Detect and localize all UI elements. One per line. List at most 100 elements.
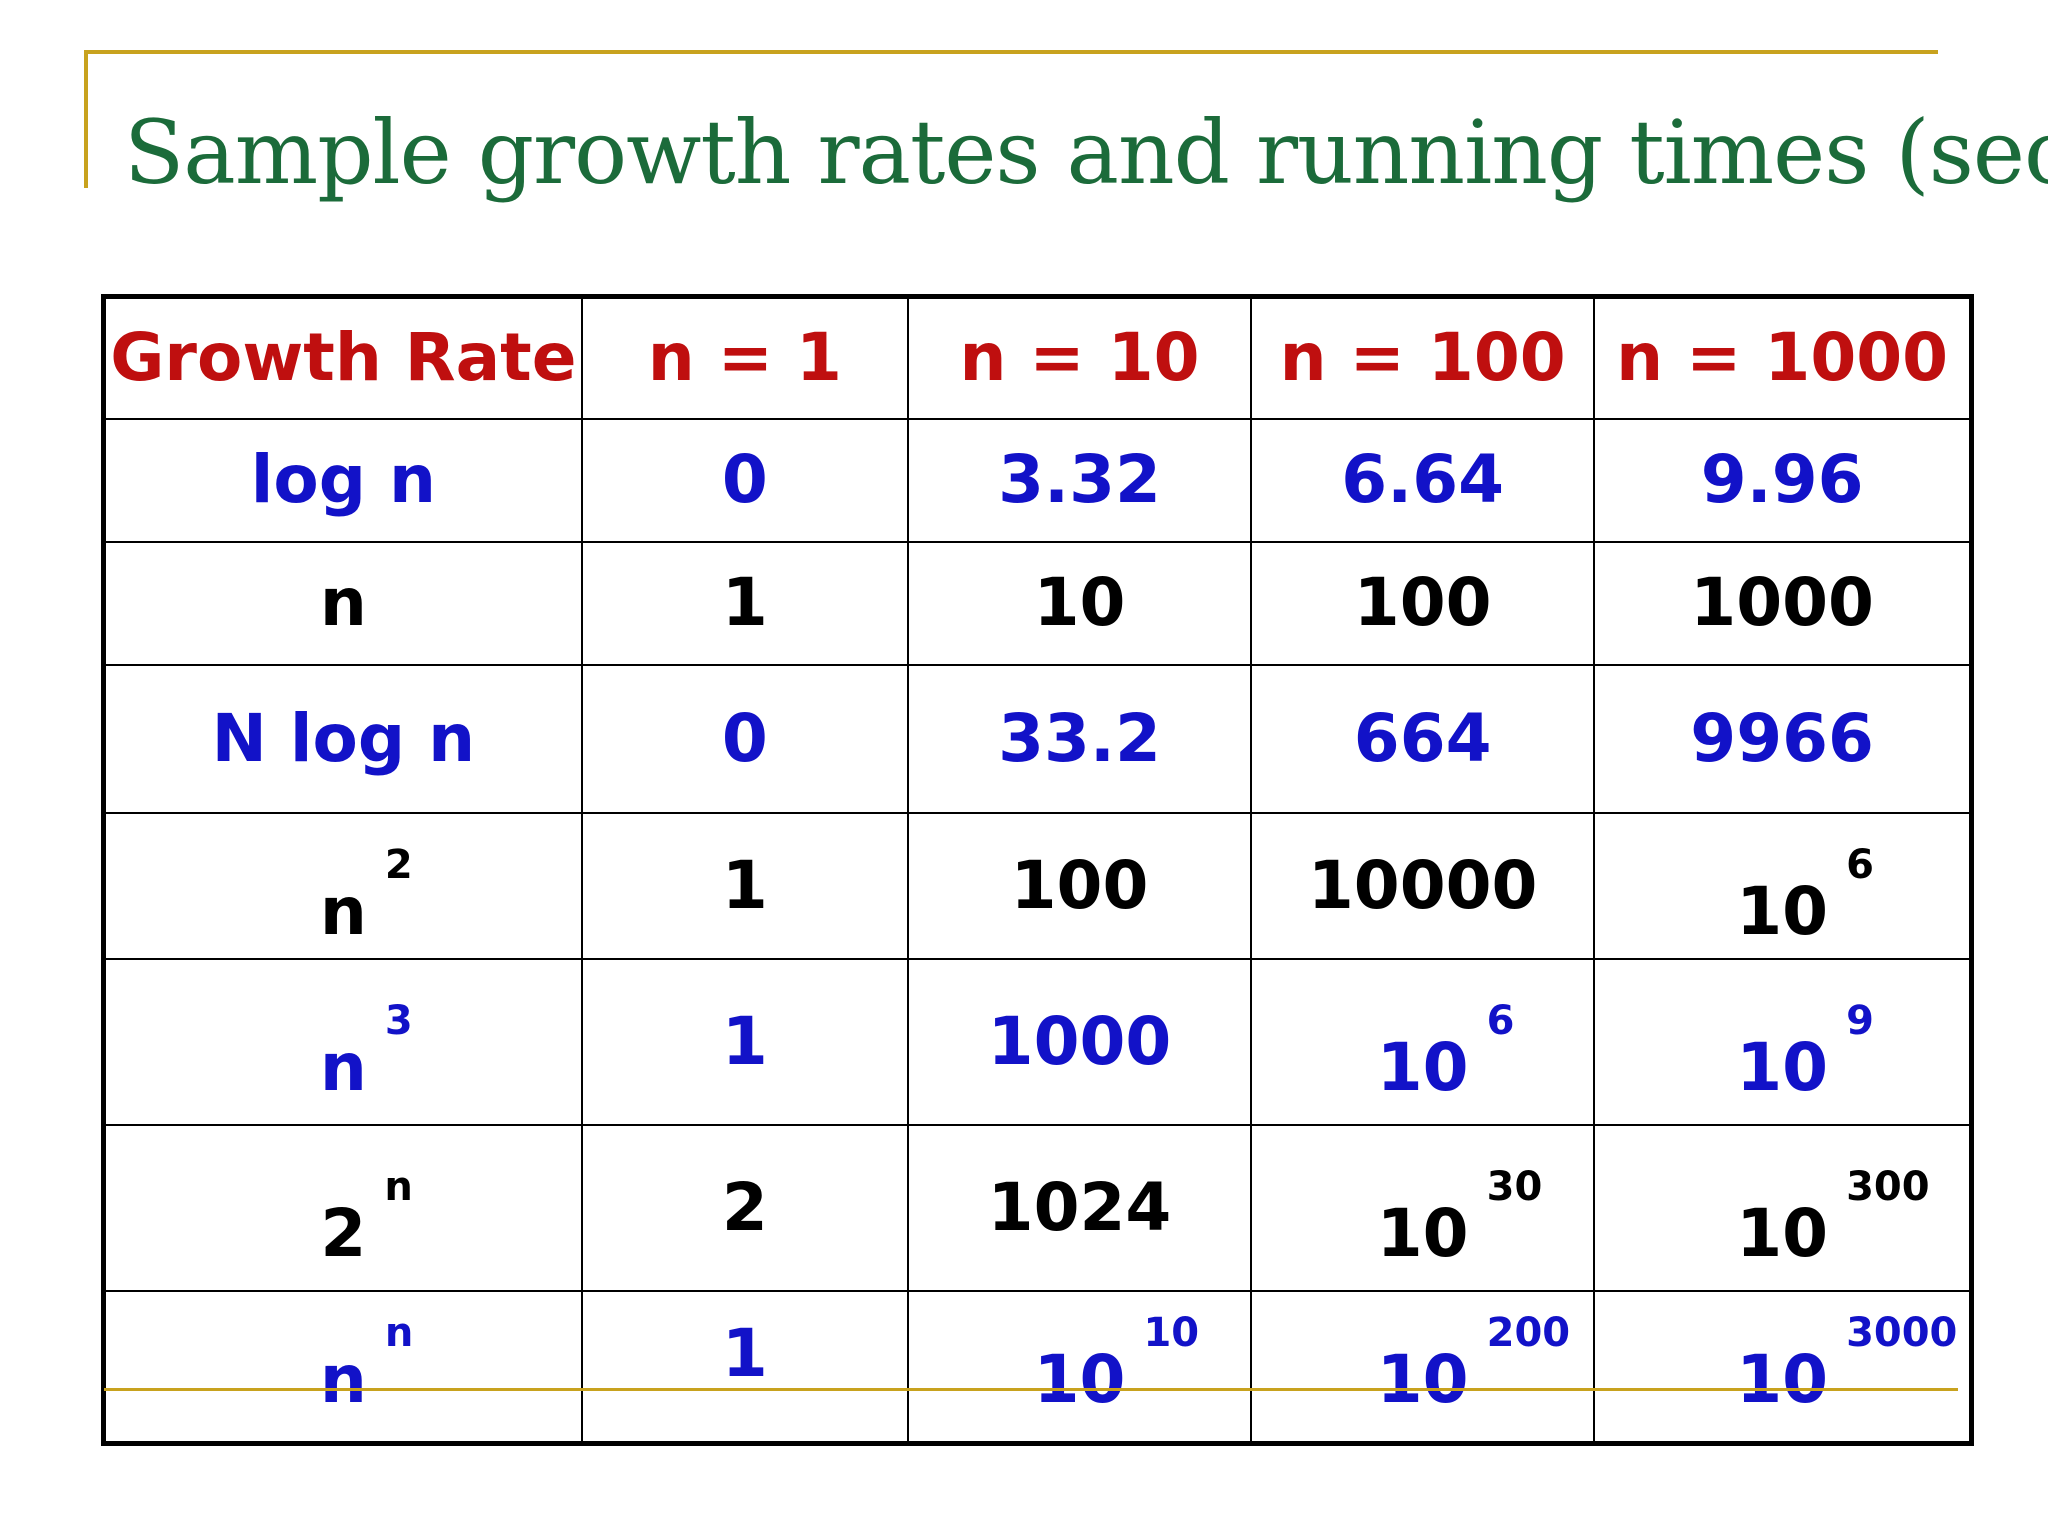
cell-n-10: 10 <box>906 540 1253 666</box>
cell-n-1000: 10 9 <box>1593 957 1973 1126</box>
cell-base: 0 <box>721 699 768 777</box>
header-n-100: n = 100 <box>1250 295 1596 420</box>
cell-n-1: 1 <box>580 540 909 666</box>
cell-n-1000: 9966 <box>1593 663 1973 814</box>
cell-n-100: 664 <box>1250 663 1596 814</box>
cell-n-10: 1000 <box>906 957 1253 1126</box>
cell-base: n <box>319 872 367 950</box>
cell-base: 100 <box>1010 846 1149 924</box>
cell-base: n <box>319 564 367 641</box>
growth-rate-label: n <box>102 540 583 666</box>
cell-base: log n <box>250 441 436 518</box>
cell-exponent: 30 <box>1486 1163 1543 1210</box>
cell-base: n <box>319 1028 367 1106</box>
growth-rate-table: Growth Rate n = 1 n = 10 n = 100 n = 100… <box>101 294 1974 1446</box>
cell-n-1000: 10 6 <box>1593 811 1973 960</box>
cell-exponent: 3000 <box>1846 1310 1958 1357</box>
cell-base: 10 <box>1736 1194 1829 1272</box>
cell-n-1: 1 <box>580 957 909 1126</box>
cell-base: 9.96 <box>1700 441 1864 518</box>
cell-base: 10 <box>1033 564 1126 641</box>
cell-base: 100 <box>1353 564 1492 641</box>
cell-exponent: 300 <box>1846 1163 1930 1210</box>
cell-base: 9966 <box>1690 699 1874 777</box>
cell-n-10: 1024 <box>906 1123 1253 1292</box>
cell-base: 3.32 <box>998 441 1161 518</box>
cell-base: 6.64 <box>1341 441 1505 518</box>
cell-base: 2 <box>721 1168 768 1246</box>
cell-n-10: 3.32 <box>906 417 1253 543</box>
table-row: N log n 0 33.2 664 9966 <box>102 663 1973 814</box>
cell-n-100: 10 6 <box>1250 957 1596 1126</box>
cell-exponent: 200 <box>1486 1310 1571 1357</box>
cell-exponent: 6 <box>1846 841 1874 888</box>
table-row: n 1 10 100 1000 <box>102 540 1973 666</box>
cell-base: 10 <box>1033 1341 1126 1419</box>
header-n-1000: n = 1000 <box>1593 295 1973 420</box>
cell-n-1000: 10 300 <box>1593 1123 1973 1292</box>
cell-base: 1000 <box>987 1002 1172 1080</box>
cell-n-100: 10000 <box>1250 811 1596 960</box>
cell-n-100: 6.64 <box>1250 417 1596 543</box>
cell-n-1: 2 <box>580 1123 909 1292</box>
cell-base: 1 <box>721 564 768 641</box>
cell-n-1000: 9.96 <box>1593 417 1973 543</box>
cell-n-1: 0 <box>580 417 909 543</box>
table-header-row: Growth Rate n = 1 n = 10 n = 100 n = 100… <box>102 295 1973 420</box>
cell-n-10: 10 10 <box>906 1289 1253 1445</box>
cell-n-100: 10 200 <box>1250 1289 1596 1445</box>
cell-base: 2 <box>320 1194 367 1272</box>
cell-base: 10 <box>1376 1341 1469 1419</box>
cell-base: 664 <box>1353 699 1492 777</box>
cell-exponent: 3 <box>384 997 413 1044</box>
cell-base: N log n <box>211 699 476 777</box>
slide-title: Sample growth rates and running times (s… <box>124 101 2048 204</box>
cell-n-1000: 10 3000 <box>1593 1289 1973 1445</box>
cell-base: 33.2 <box>998 699 1161 777</box>
growth-rate-label: N log n <box>102 663 583 814</box>
cell-base: n <box>319 1341 367 1419</box>
cell-base: 10 <box>1736 1028 1829 1106</box>
cell-base: 0 <box>721 441 768 518</box>
accent-line-bottom <box>104 1388 1958 1391</box>
cell-base: 10 <box>1736 1341 1829 1419</box>
cell-exponent: 9 <box>1846 997 1874 1044</box>
cell-exponent: 6 <box>1486 997 1515 1044</box>
cell-base: 10 <box>1376 1194 1469 1272</box>
header-n-10: n = 10 <box>906 295 1253 420</box>
cell-base: 10 <box>1376 1028 1469 1106</box>
cell-base: 10 <box>1736 872 1829 950</box>
cell-n-1: 1 <box>580 1289 909 1445</box>
cell-base: 1000 <box>1690 564 1874 641</box>
cell-base: 10000 <box>1307 846 1538 924</box>
cell-n-10: 33.2 <box>906 663 1253 814</box>
cell-n-1000: 1000 <box>1593 540 1973 666</box>
cell-base: 1024 <box>987 1168 1172 1246</box>
table-row: log n 0 3.32 6.64 9.96 <box>102 417 1973 543</box>
growth-rate-label: log n <box>102 417 583 543</box>
cell-exponent: 10 <box>1143 1310 1200 1357</box>
cell-n-100: 100 <box>1250 540 1596 666</box>
cell-exponent: n <box>384 1310 414 1357</box>
cell-exponent: n <box>384 1163 413 1210</box>
cell-base: 1 <box>721 1315 768 1393</box>
accent-line-top <box>84 50 1938 54</box>
cell-n-1: 0 <box>580 663 909 814</box>
cell-n-1: 1 <box>580 811 909 960</box>
cell-n-10: 100 <box>906 811 1253 960</box>
cell-exponent: 2 <box>384 841 413 888</box>
accent-line-left <box>84 50 88 188</box>
cell-base: 1 <box>721 846 768 924</box>
header-n-1: n = 1 <box>580 295 909 420</box>
header-growth-rate: Growth Rate <box>102 295 583 420</box>
cell-base: 1 <box>721 1002 768 1080</box>
cell-n-100: 10 30 <box>1250 1123 1596 1292</box>
